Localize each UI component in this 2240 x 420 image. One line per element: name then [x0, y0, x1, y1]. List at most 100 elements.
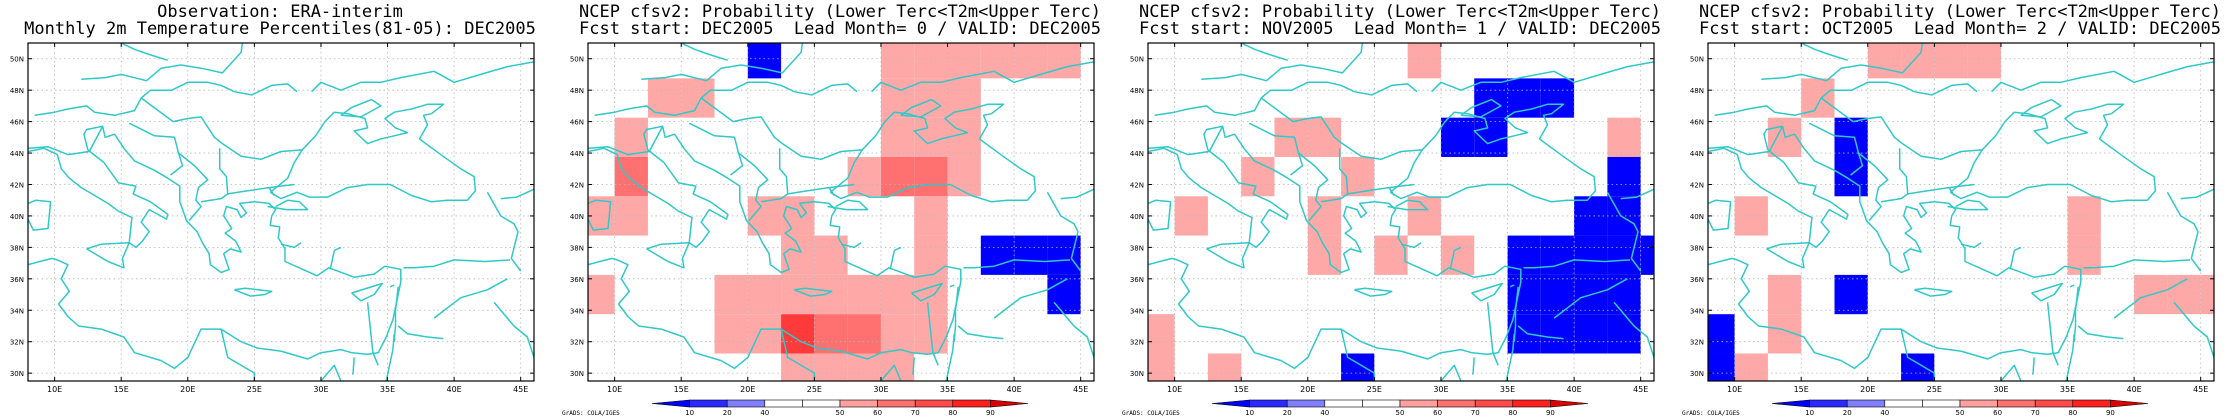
- lat-tick-label: 50N: [1690, 56, 1704, 64]
- colorbar-swatch: [1437, 399, 1476, 408]
- colorbar: 10 20 40 50 60 70 80 90: [651, 399, 1029, 417]
- lat-tick-label: 50N: [1130, 56, 1144, 64]
- lat-tick-label: 34N: [1690, 307, 1704, 315]
- lat-tick-label: 34N: [570, 307, 584, 315]
- probability-cell: [1014, 235, 1048, 275]
- probability-cell: [1341, 353, 1375, 381]
- probability-cell: [747, 274, 782, 315]
- probability-cell: [781, 314, 815, 354]
- probability-cell: [1574, 196, 1608, 236]
- probability-cell: [847, 156, 881, 197]
- probability-cell: [1540, 314, 1575, 354]
- probability-cell: [1148, 314, 1175, 354]
- lon-tick-label: 20E: [740, 385, 755, 394]
- coastlines: [588, 43, 1094, 381]
- lat-tick-label: 38N: [1690, 244, 1704, 252]
- colorbar-swatch: [1997, 399, 2036, 408]
- colorbar-label: 50: [1396, 409, 1405, 417]
- probability-cell: [1801, 78, 1835, 118]
- lat-tick-label: 44N: [1130, 150, 1144, 158]
- lon-tick-label: 40E: [2126, 385, 2141, 394]
- probability-cell: [1407, 196, 1441, 236]
- probability-cell: [781, 235, 815, 275]
- colorbar-label: 70: [1471, 409, 1480, 417]
- probability-cell: [1734, 353, 1768, 381]
- lon-tick-label: 15E: [674, 385, 689, 394]
- probability-cell: [1934, 43, 1968, 79]
- lat-tick-label: 32N: [10, 339, 24, 347]
- lat-tick-label: 42N: [10, 181, 24, 189]
- colorbar-swatch: [1922, 399, 1961, 408]
- probability-cell: [781, 353, 815, 381]
- panel-title-line1: NCEP cfsv2: Probability (Lower Terc<T2m<…: [1139, 2, 1661, 22]
- lat-tick-label: 42N: [1130, 181, 1144, 189]
- probability-cell: [814, 235, 848, 275]
- map-plot: 10E 15E 20E 25E 30E 35E 40E 45E 30N 32N 34N 36N 38N 4…: [1130, 42, 1655, 417]
- probability-cell: [914, 235, 948, 275]
- colorbar: 10 20 40 50 60 70 80 90: [1211, 399, 1589, 417]
- probability-cell: [1374, 235, 1408, 275]
- map-frame: [587, 42, 1095, 382]
- colorbar-swatch: [2110, 399, 2149, 408]
- lat-tick-label: 38N: [1130, 244, 1144, 252]
- grads-credit: GrADS: COLA/IGES: [562, 410, 620, 417]
- colorbar-swatch: [1324, 399, 1363, 408]
- lon-tick-label: 40E: [446, 385, 461, 394]
- panel-title-line2: Fcst start: NOV2005 Lead Month= 1 / VALI…: [1139, 19, 1661, 39]
- lon-tick-label: 30E: [1433, 385, 1448, 394]
- lat-tick-label: 36N: [570, 276, 584, 284]
- map-plot: 10E 15E 20E 25E 30E 35E 40E 45E 30N 32N 34N 36N 38N 4…: [10, 42, 535, 394]
- lat-tick-label: 44N: [10, 150, 24, 158]
- lat-tick-label: 48N: [1130, 87, 1144, 95]
- colorbar-swatch: [689, 399, 728, 408]
- probability-cell: [1540, 78, 1575, 118]
- probability-cell: [1640, 235, 1654, 275]
- colorbar-label: 60: [873, 409, 882, 417]
- lon-tick-label: 10E: [47, 385, 62, 394]
- lon-tick-label: 45E: [1073, 385, 1088, 394]
- lon-tick-label: 25E: [247, 385, 262, 394]
- map-area: [1708, 43, 2214, 381]
- probability-cell: [1440, 117, 1475, 157]
- colorbar-label: 40: [1320, 409, 1329, 417]
- lat-tick-label: 44N: [1690, 150, 1704, 158]
- lon-tick-label: 25E: [1927, 385, 1942, 394]
- colorbar-label: 90: [986, 409, 995, 417]
- probability-cell: [747, 43, 782, 79]
- lat-tick-label: 46N: [570, 119, 584, 127]
- colorbar-swatch: [1846, 399, 1886, 408]
- probability-cell: [880, 274, 915, 315]
- coastlines: [1708, 43, 2214, 381]
- probability-cell: [1967, 43, 2001, 79]
- colorbar-swatch: [1959, 399, 1998, 408]
- probability-cell: [847, 314, 881, 354]
- probability-cell: [947, 117, 981, 157]
- lat-tick-label: 48N: [570, 87, 584, 95]
- probability-cell: [914, 43, 948, 79]
- probability-cell: [1407, 43, 1441, 79]
- probability-cell: [1767, 274, 1802, 315]
- lat-tick-label: 30N: [10, 370, 24, 378]
- map-area: [1148, 43, 1654, 381]
- probability-cell: [1474, 117, 1508, 157]
- probability-cell: [1867, 43, 1902, 79]
- lat-tick-label: 42N: [1690, 181, 1704, 189]
- lon-tick-label: 15E: [114, 385, 129, 394]
- lat-tick-label: 48N: [1690, 87, 1704, 95]
- probability-cell: [1834, 156, 1868, 197]
- colorbar: 10 20 40 50 60 70 80 90: [1771, 399, 2149, 417]
- lat-tick-label: 32N: [570, 339, 584, 347]
- map-area: [588, 43, 1094, 381]
- colorbar-swatch: [839, 399, 878, 408]
- colorbar-swatch: [914, 399, 954, 408]
- probability-cell: [814, 353, 848, 381]
- lat-tick-label: 50N: [570, 56, 584, 64]
- colorbar-swatch: [990, 399, 1029, 408]
- probability-cell: [914, 274, 948, 315]
- map-area: [28, 43, 534, 381]
- probability-cell: [1574, 314, 1608, 354]
- colorbar-label: 40: [1880, 409, 1889, 417]
- colorbar-label: 90: [1546, 409, 1555, 417]
- lat-tick-label: 34N: [1130, 307, 1144, 315]
- lat-tick-label: 32N: [1690, 339, 1704, 347]
